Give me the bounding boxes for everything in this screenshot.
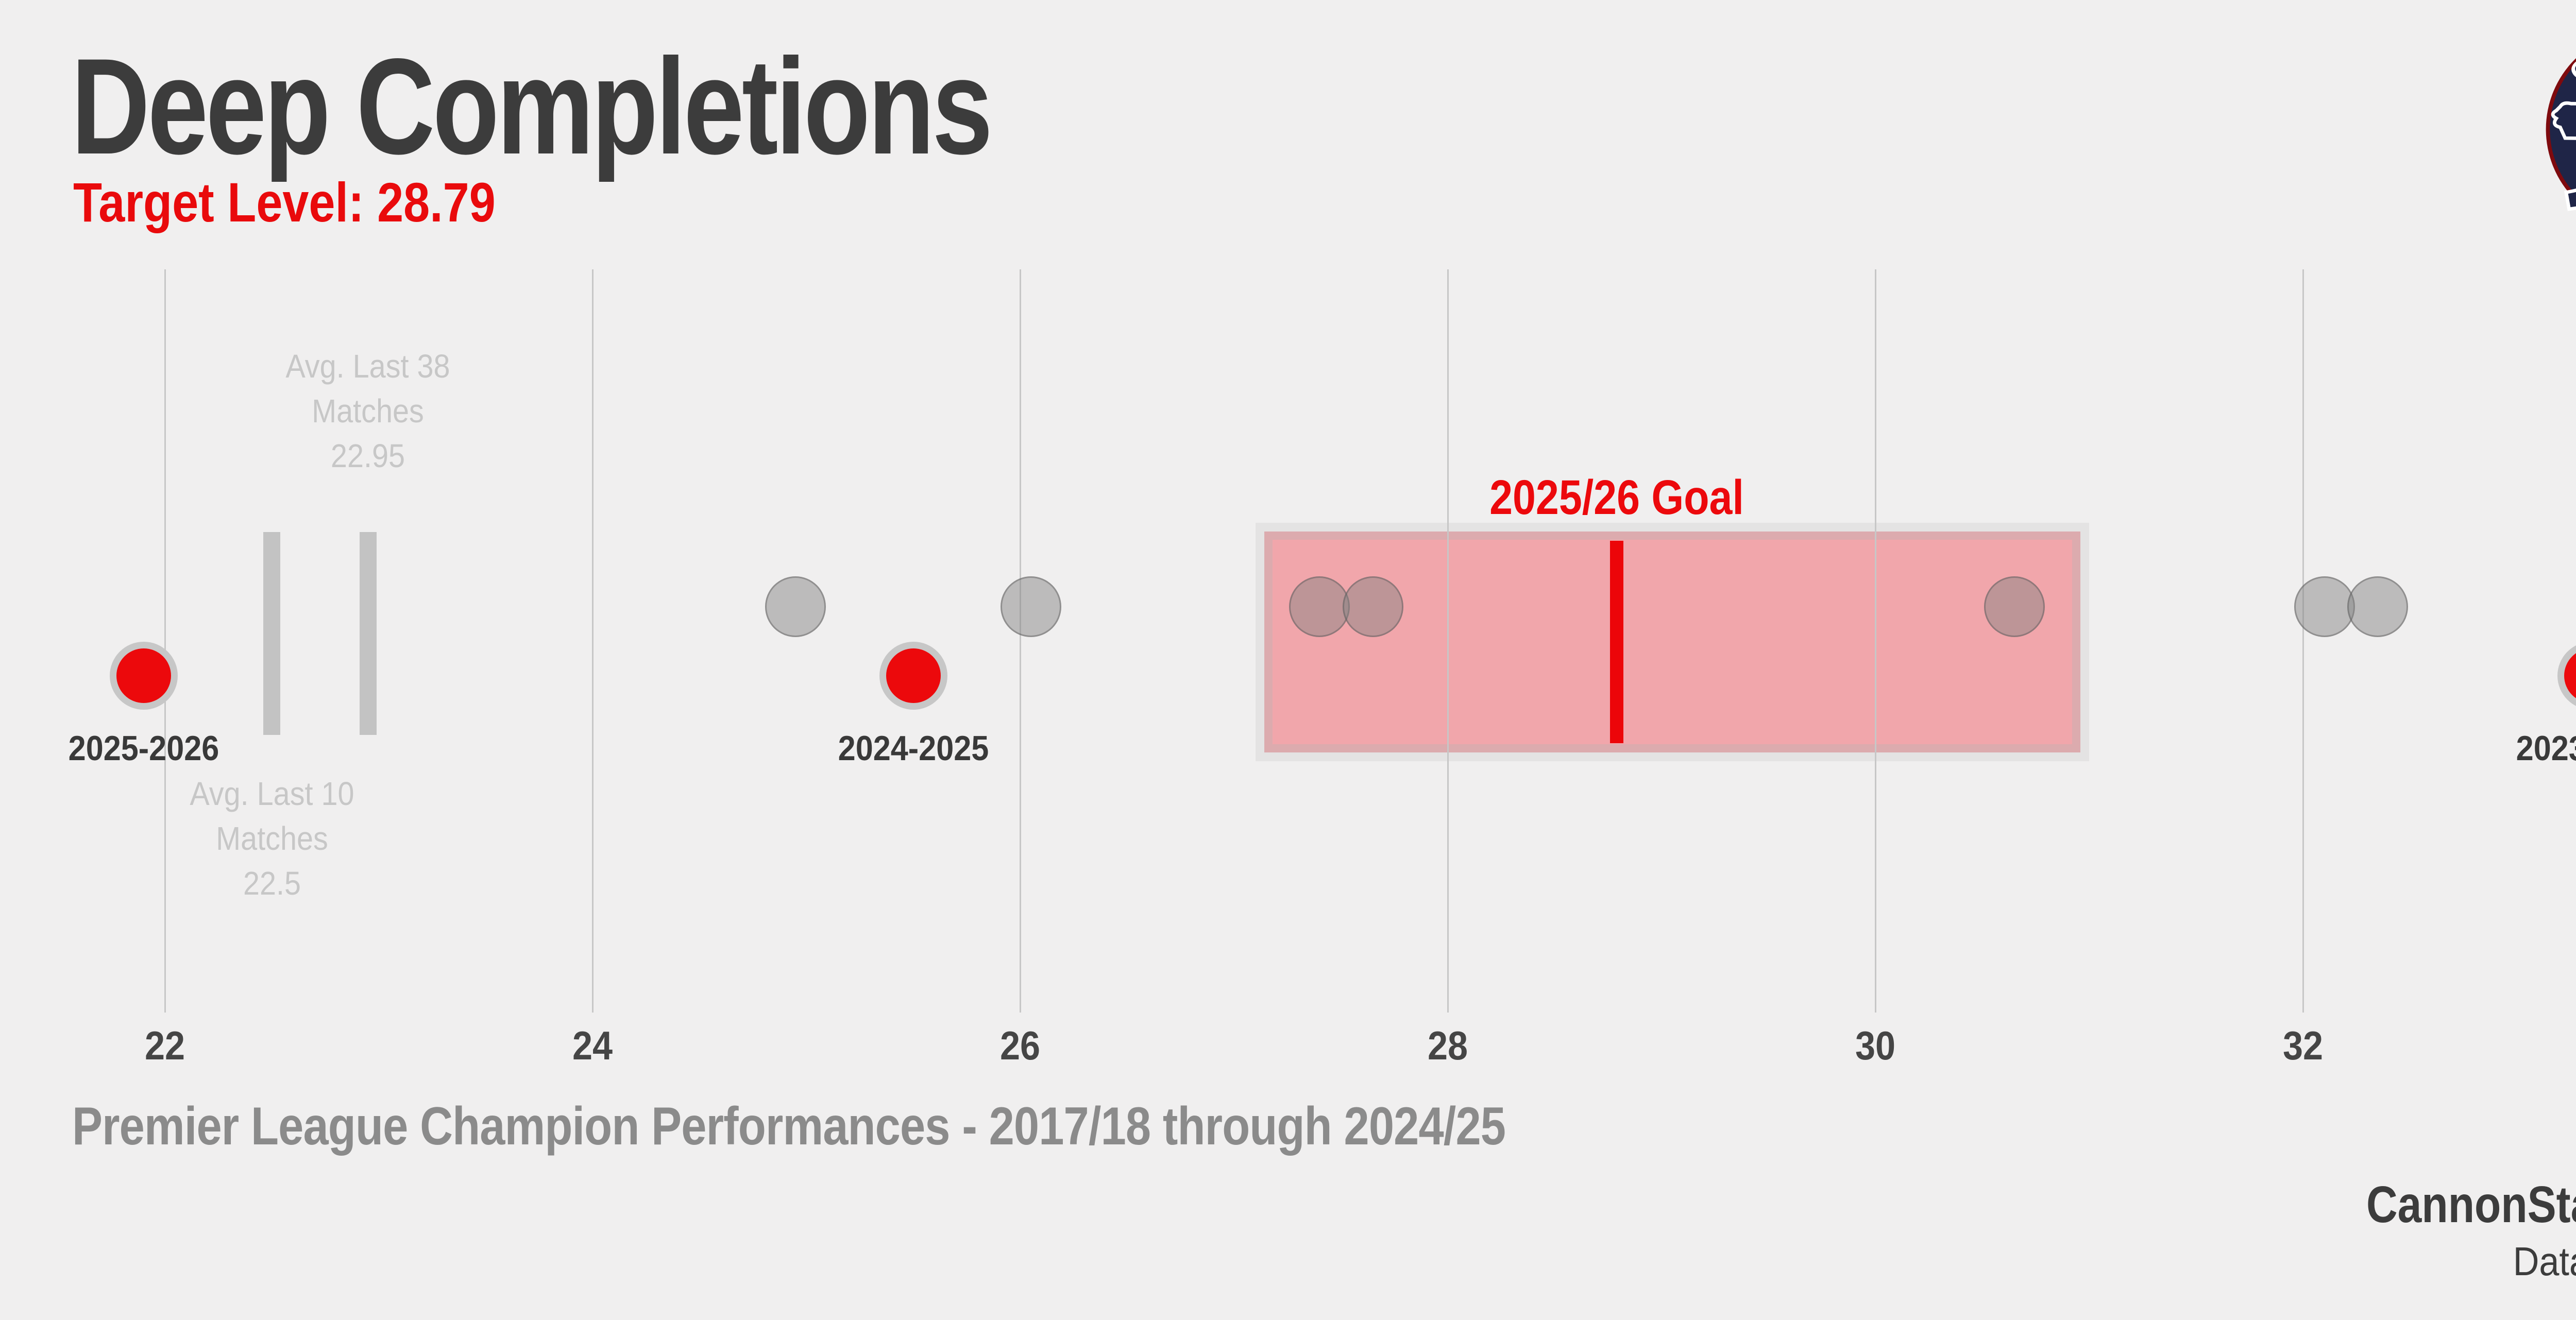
tick-label-26: 26 <box>999 1023 1041 1068</box>
season-label: 2023-2024 <box>2516 729 2576 768</box>
avg-last-10-label: Avg. Last 10 Matches 22.5 <box>128 772 416 906</box>
champion-dot <box>2347 576 2409 637</box>
tick-label-28: 28 <box>1427 1023 1468 1068</box>
goal-band-border <box>1264 532 2080 752</box>
gridline-32 <box>2302 269 2304 1013</box>
avg-38-line-2: Matches <box>312 392 425 430</box>
champion-dot <box>765 576 826 637</box>
cannon-stats-logo: CANNON STATS <box>2546 26 2576 211</box>
arsenal-dot <box>109 642 178 710</box>
arsenal-dot-core <box>2564 648 2576 703</box>
season-label: 2024-2025 <box>838 729 989 768</box>
goal-band-fill <box>1272 540 2072 744</box>
season-label: 2025-2026 <box>68 729 219 768</box>
page-title: Deep Completions <box>71 30 993 183</box>
goal-target-line <box>1609 541 1623 743</box>
champion-dot <box>2294 576 2355 637</box>
avg-38-line-3: 22.95 <box>331 437 405 475</box>
arsenal-dot <box>879 642 947 710</box>
tick-label-32: 32 <box>2282 1023 2324 1068</box>
gridline-24 <box>591 269 594 1013</box>
avg-10-line-1: Avg. Last 10 <box>189 775 354 812</box>
brand-name: CannonStats.com <box>2366 1176 2576 1233</box>
gridline-22 <box>164 269 166 1013</box>
tick-label-24: 24 <box>572 1023 613 1068</box>
cannon-icon <box>2551 101 2576 211</box>
avg-reference-bar-22.95 <box>359 532 377 735</box>
tick-label-30: 30 <box>1855 1023 1896 1068</box>
avg-10-line-3: 22.5 <box>243 865 301 902</box>
arsenal-dot <box>2557 642 2576 710</box>
avg-last-38-label: Avg. Last 38 Matches 22.95 <box>224 344 512 478</box>
champion-dot <box>1984 576 2045 637</box>
tick-label-22: 22 <box>144 1023 185 1068</box>
champion-dot <box>1342 576 1403 637</box>
champion-dot <box>1000 576 1061 637</box>
goal-label: 2025/26 Goal <box>1489 470 1744 525</box>
avg-10-line-2: Matches <box>215 820 328 858</box>
data-credit: Data via Opta <box>2513 1239 2576 1284</box>
avg-reference-bar-22.5 <box>263 532 280 735</box>
champion-dot <box>1289 576 1350 637</box>
goal-band <box>1255 523 2089 761</box>
arsenal-dot-core <box>116 648 171 703</box>
target-level-subtitle: Target Level: 28.79 <box>73 171 496 233</box>
x-axis-caption: Premier League Champion Performances - 2… <box>72 1096 1506 1156</box>
gridline-30 <box>1874 269 1876 1013</box>
avg-38-line-1: Avg. Last 38 <box>285 348 450 385</box>
gridline-28 <box>1447 269 1449 1013</box>
gridline-26 <box>1019 269 1021 1013</box>
arsenal-dot-core <box>886 648 941 703</box>
